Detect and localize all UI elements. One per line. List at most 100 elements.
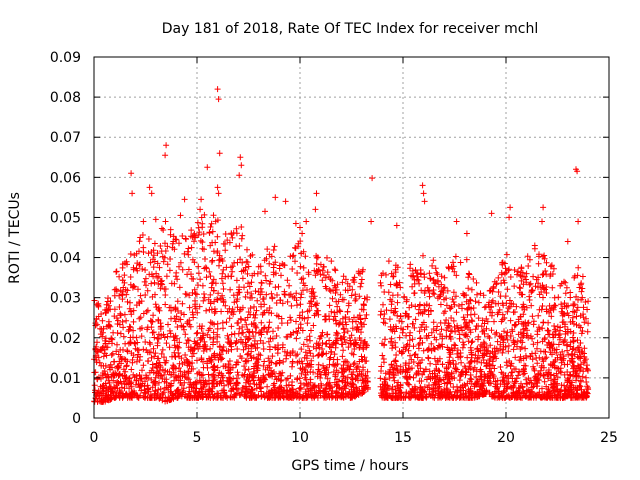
data-point xyxy=(579,285,586,292)
data-point xyxy=(139,232,146,238)
data-point xyxy=(280,358,287,365)
data-point xyxy=(259,296,266,303)
data-point xyxy=(326,337,333,344)
data-point xyxy=(481,304,488,311)
data-point xyxy=(140,310,147,317)
data-point xyxy=(209,257,216,264)
data-point xyxy=(117,310,124,317)
data-point xyxy=(345,302,352,309)
data-point xyxy=(461,381,468,388)
data-point xyxy=(337,308,344,315)
data-point xyxy=(265,338,272,345)
data-point xyxy=(166,304,173,311)
data-point xyxy=(270,247,277,253)
data-point xyxy=(567,289,574,296)
data-point xyxy=(148,280,155,287)
data-point xyxy=(110,358,117,365)
data-point xyxy=(562,279,569,286)
data-point xyxy=(148,376,155,383)
data-point xyxy=(220,363,227,370)
data-point xyxy=(301,381,307,388)
data-point xyxy=(444,379,451,386)
data-point xyxy=(402,362,409,369)
data-point xyxy=(150,252,157,259)
data-point xyxy=(260,346,267,352)
data-point xyxy=(195,270,202,277)
data-point xyxy=(578,288,585,295)
data-point xyxy=(150,264,157,271)
data-point xyxy=(400,326,407,333)
data-point xyxy=(131,283,138,290)
data-point xyxy=(130,264,137,271)
data-point xyxy=(437,331,444,338)
data-point xyxy=(541,373,547,379)
data-point xyxy=(254,297,261,304)
data-point xyxy=(246,283,253,290)
data-point xyxy=(155,336,162,342)
data-point xyxy=(381,311,388,317)
y-tick-label: 0.07 xyxy=(50,130,81,146)
data-point xyxy=(113,268,120,275)
data-point xyxy=(135,347,142,354)
data-point xyxy=(419,321,426,328)
data-point xyxy=(287,317,294,324)
data-point xyxy=(328,258,335,265)
data-point xyxy=(472,326,479,333)
data-point xyxy=(457,259,464,266)
data-point xyxy=(465,285,472,292)
data-point xyxy=(533,383,540,390)
data-point xyxy=(348,292,355,299)
data-point xyxy=(167,390,174,396)
data-point xyxy=(358,280,365,287)
data-point xyxy=(307,350,314,357)
data-point xyxy=(123,317,130,324)
y-tick-label: 0.08 xyxy=(50,90,81,106)
data-point xyxy=(207,300,214,307)
data-point xyxy=(182,331,189,338)
data-point xyxy=(164,243,171,250)
y-tick-label: 0 xyxy=(72,411,81,427)
data-point xyxy=(149,329,156,336)
chart-title: Day 181 of 2018, Rate Of TEC Index for r… xyxy=(162,21,538,37)
data-point xyxy=(225,336,232,342)
data-point xyxy=(584,328,591,335)
data-point xyxy=(344,328,351,335)
data-point xyxy=(453,293,459,300)
data-point xyxy=(377,311,384,318)
data-point xyxy=(192,297,198,304)
data-point xyxy=(293,335,300,342)
data-point xyxy=(442,308,449,315)
data-point xyxy=(302,253,309,260)
data-point xyxy=(535,260,542,267)
data-point xyxy=(353,296,359,302)
data-point xyxy=(262,272,269,279)
data-point xyxy=(116,304,123,310)
data-point xyxy=(479,317,486,324)
data-point xyxy=(139,367,145,374)
data-point xyxy=(548,262,555,269)
data-point xyxy=(358,323,365,330)
x-tick-label: 25 xyxy=(600,430,618,446)
y-tick-label: 0.04 xyxy=(50,251,81,267)
data-point xyxy=(353,318,359,325)
data-point xyxy=(472,298,479,305)
data-point xyxy=(359,376,366,383)
data-point xyxy=(124,298,131,305)
data-point xyxy=(306,333,313,340)
y-tick-label: 0.01 xyxy=(50,371,81,387)
data-point xyxy=(226,315,233,322)
data-point xyxy=(167,226,174,233)
data-point xyxy=(271,243,278,250)
data-point xyxy=(481,330,488,337)
data-point xyxy=(507,317,514,324)
data-point xyxy=(142,292,149,298)
data-point xyxy=(358,371,365,378)
data-point xyxy=(396,348,403,355)
data-point xyxy=(154,250,161,257)
data-point xyxy=(505,342,512,349)
data-point xyxy=(459,305,465,312)
data-point xyxy=(470,276,477,282)
data-points xyxy=(91,86,592,405)
data-point xyxy=(279,300,286,307)
